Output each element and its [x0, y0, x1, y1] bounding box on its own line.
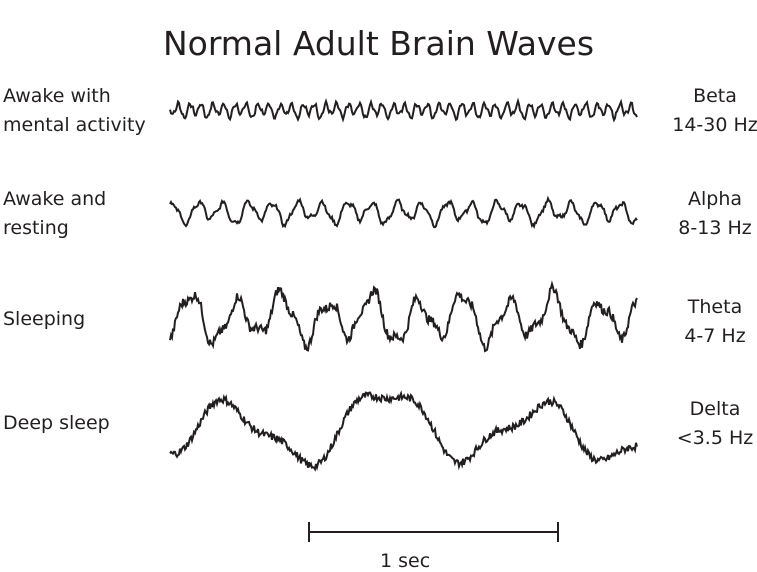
state-label-beta: Awake with mental activity — [3, 85, 146, 136]
band-name: Alpha — [687, 188, 743, 210]
state-label-delta: Deep sleep — [3, 412, 110, 434]
band-range: 8-13 Hz — [678, 217, 752, 239]
band-name: Beta — [693, 85, 737, 107]
state-label-theta: Sleeping — [3, 308, 86, 330]
state-label-alpha: Awake and resting — [3, 188, 107, 239]
theta-wave — [169, 280, 638, 353]
band-name: Delta — [689, 398, 741, 420]
band-range: 14-30 Hz — [672, 114, 757, 136]
delta-wave — [169, 390, 638, 472]
alpha-wave — [169, 195, 638, 229]
scale-bar — [308, 522, 559, 542]
band-name: Theta — [687, 296, 743, 318]
band-delta: Delta <3.5 Hz — [660, 395, 757, 453]
scale-bar-label: 1 sec — [380, 550, 431, 572]
band-range: 4-7 Hz — [684, 325, 746, 347]
beta-wave — [169, 97, 638, 123]
band-theta: Theta 4-7 Hz — [660, 293, 757, 351]
band-beta: Beta 14-30 Hz — [660, 82, 757, 140]
band-range: <3.5 Hz — [676, 427, 754, 449]
band-alpha: Alpha 8-13 Hz — [660, 185, 757, 243]
diagram-title: Normal Adult Brain Waves — [162, 24, 595, 63]
